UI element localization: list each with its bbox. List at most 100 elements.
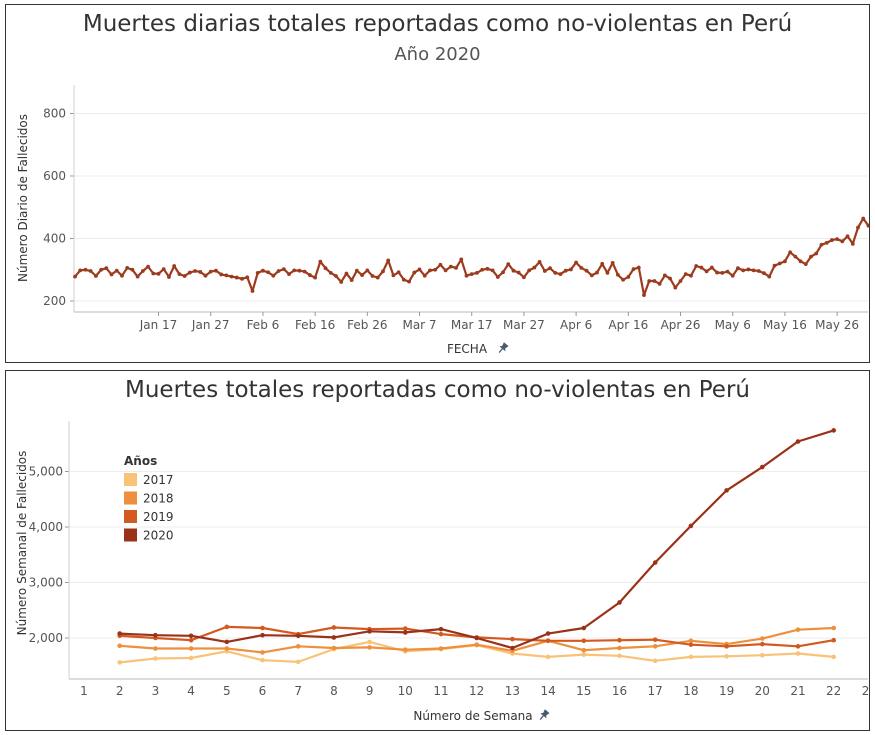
data-point bbox=[850, 241, 855, 246]
data-point bbox=[295, 659, 301, 665]
x-tick-label: 13 bbox=[505, 684, 520, 698]
data-point bbox=[866, 223, 869, 228]
data-point bbox=[793, 254, 798, 259]
x-tick-label: Feb 16 bbox=[295, 318, 335, 332]
x-tick-label: 18 bbox=[683, 684, 698, 698]
data-point bbox=[617, 645, 622, 651]
data-point bbox=[475, 270, 479, 275]
y-tick-label: 2,000 bbox=[29, 631, 63, 645]
data-point bbox=[783, 259, 787, 264]
data-point bbox=[255, 270, 260, 275]
data-point bbox=[736, 266, 740, 271]
x-tick-label: Jan 27 bbox=[191, 318, 230, 332]
data-point bbox=[724, 654, 729, 659]
x-tick-label: 3 bbox=[152, 684, 160, 698]
data-point bbox=[652, 658, 658, 664]
x-tick-label: 1 bbox=[80, 684, 88, 698]
data-point bbox=[370, 274, 375, 278]
data-point bbox=[553, 270, 558, 275]
data-point bbox=[297, 268, 302, 273]
data-point bbox=[367, 639, 372, 645]
data-point bbox=[563, 268, 568, 273]
data-point bbox=[760, 652, 765, 658]
daily-deaths-panel: Muertes diarias totales reportadas como … bbox=[5, 4, 870, 363]
data-point bbox=[579, 265, 584, 270]
data-point bbox=[403, 626, 408, 631]
data-point bbox=[617, 637, 622, 643]
data-point bbox=[454, 265, 458, 270]
data-point bbox=[260, 632, 265, 638]
x-tick-label: May 6 bbox=[715, 318, 751, 332]
data-point bbox=[510, 645, 515, 651]
data-point bbox=[229, 274, 234, 279]
data-point bbox=[767, 274, 772, 279]
data-point bbox=[161, 267, 166, 272]
data-point bbox=[545, 638, 551, 644]
x-tick-label: Feb 26 bbox=[347, 318, 387, 332]
pin-icon bbox=[498, 342, 509, 354]
data-point bbox=[762, 271, 766, 276]
data-point bbox=[438, 262, 443, 267]
data-point bbox=[724, 488, 729, 493]
data-point bbox=[617, 653, 622, 659]
data-point bbox=[125, 265, 130, 270]
data-point bbox=[657, 281, 662, 286]
x-tick-label: Mar 17 bbox=[451, 318, 493, 332]
x-tick-label: 19 bbox=[719, 684, 734, 698]
data-point bbox=[636, 265, 641, 270]
data-point bbox=[401, 277, 406, 282]
data-point bbox=[545, 631, 551, 636]
x-tick-label: Apr 6 bbox=[560, 318, 592, 332]
x-tick-label: May 26 bbox=[815, 318, 859, 332]
data-point bbox=[260, 657, 265, 663]
data-point bbox=[532, 265, 537, 270]
data-point bbox=[795, 439, 801, 444]
data-point bbox=[260, 625, 265, 631]
data-point bbox=[501, 270, 505, 275]
data-point bbox=[344, 271, 349, 276]
data-point bbox=[295, 644, 301, 649]
data-point bbox=[114, 268, 119, 273]
data-point bbox=[581, 638, 587, 644]
legend-label-2020: 2020 bbox=[143, 529, 174, 543]
data-point bbox=[688, 523, 694, 529]
x-tick-label: Apr 26 bbox=[661, 318, 701, 332]
data-point bbox=[495, 275, 500, 279]
data-point bbox=[386, 258, 391, 263]
data-point bbox=[490, 268, 495, 273]
weekly-deaths-panel: Muertes totales reportadas como no-viole… bbox=[5, 370, 870, 731]
x-tick-label: 21 bbox=[790, 684, 805, 698]
data-point bbox=[438, 626, 444, 632]
data-point bbox=[558, 272, 563, 277]
data-point bbox=[824, 240, 829, 245]
data-point bbox=[156, 271, 161, 276]
data-point bbox=[153, 646, 158, 651]
data-point bbox=[777, 261, 782, 266]
data-point bbox=[117, 643, 122, 649]
data-point bbox=[193, 269, 197, 273]
data-point bbox=[318, 259, 323, 264]
data-point bbox=[188, 646, 194, 651]
data-point bbox=[292, 268, 297, 273]
data-point bbox=[276, 269, 281, 273]
data-point bbox=[510, 636, 515, 642]
data-point bbox=[830, 238, 834, 242]
data-point bbox=[803, 262, 808, 267]
data-point bbox=[412, 270, 417, 275]
data-point bbox=[474, 642, 480, 647]
x-tick-label: Apr 16 bbox=[608, 318, 648, 332]
data-point bbox=[250, 289, 255, 293]
y-tick-label: 600 bbox=[43, 169, 66, 183]
data-point bbox=[349, 278, 354, 282]
x-tick-label: 16 bbox=[612, 684, 627, 698]
data-point bbox=[485, 266, 490, 271]
data-point bbox=[187, 270, 192, 275]
data-point bbox=[652, 560, 658, 565]
data-point bbox=[140, 269, 145, 273]
x-tick-label: 22 bbox=[826, 684, 841, 698]
data-point bbox=[506, 262, 511, 267]
chart-subtitle: Año 2020 bbox=[394, 44, 481, 65]
data-point bbox=[153, 656, 158, 661]
data-point bbox=[334, 274, 338, 278]
data-point bbox=[741, 268, 746, 273]
